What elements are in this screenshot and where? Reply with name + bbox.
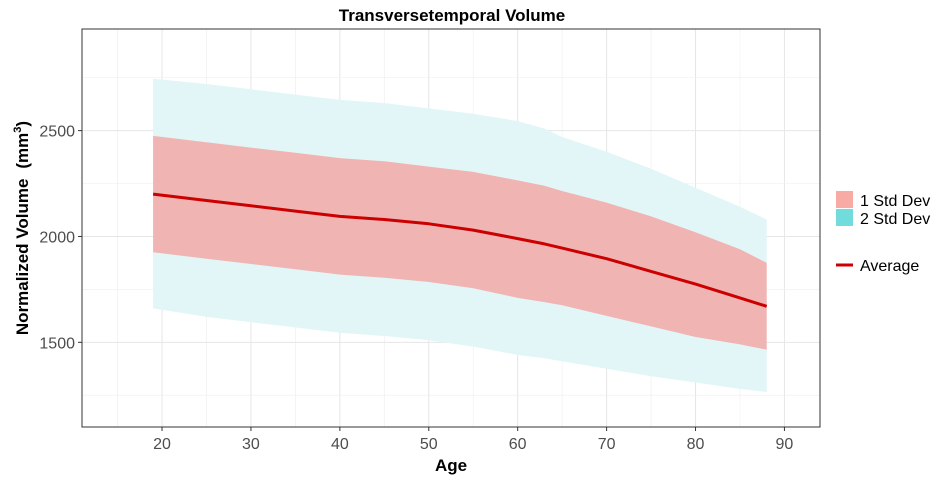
y-axis-title-main: Normalized Volume <box>13 179 32 336</box>
legend-key-2sd <box>836 209 853 226</box>
lines <box>152 192 768 308</box>
x-tick-label: 20 <box>153 436 171 453</box>
y-axis-title-superscript: 3 <box>12 127 24 133</box>
y-axis-title: Normalized Volume (mm3) <box>12 121 32 335</box>
x-tick-label: 60 <box>509 436 527 453</box>
y-axis-title-unit: (mm <box>13 133 32 169</box>
y-axis-ticks: 1500 2000 2500 <box>39 124 82 352</box>
bands <box>153 78 767 393</box>
x-axis-title: Age <box>435 456 467 475</box>
y-tick-label: 2000 <box>39 229 75 246</box>
legend: 1 Std Dev 2 Std Dev Average <box>836 191 930 275</box>
x-axis-ticks: 20 30 40 50 60 70 80 90 <box>153 427 793 453</box>
legend-label-2sd: 2 Std Dev <box>860 211 930 228</box>
x-tick-label: 40 <box>331 436 349 453</box>
y-axis-title-close: ) <box>13 121 32 127</box>
x-tick-label: 30 <box>242 436 260 453</box>
legend-label-1sd: 1 Std Dev <box>860 193 930 210</box>
x-tick-label: 80 <box>687 436 705 453</box>
chart-title: Transversetemporal Volume <box>339 6 565 25</box>
x-tick-label: 50 <box>420 436 438 453</box>
plot-panel-border <box>81 28 821 428</box>
y-tick-label: 2500 <box>39 124 75 141</box>
average-line <box>152 192 768 308</box>
y-tick-label: 1500 <box>39 335 75 352</box>
x-tick-label: 70 <box>598 436 616 453</box>
legend-key-1sd <box>836 191 853 208</box>
legend-label-average: Average <box>860 258 919 275</box>
x-tick-label: 90 <box>776 436 794 453</box>
band-1-std-dev <box>153 135 767 350</box>
